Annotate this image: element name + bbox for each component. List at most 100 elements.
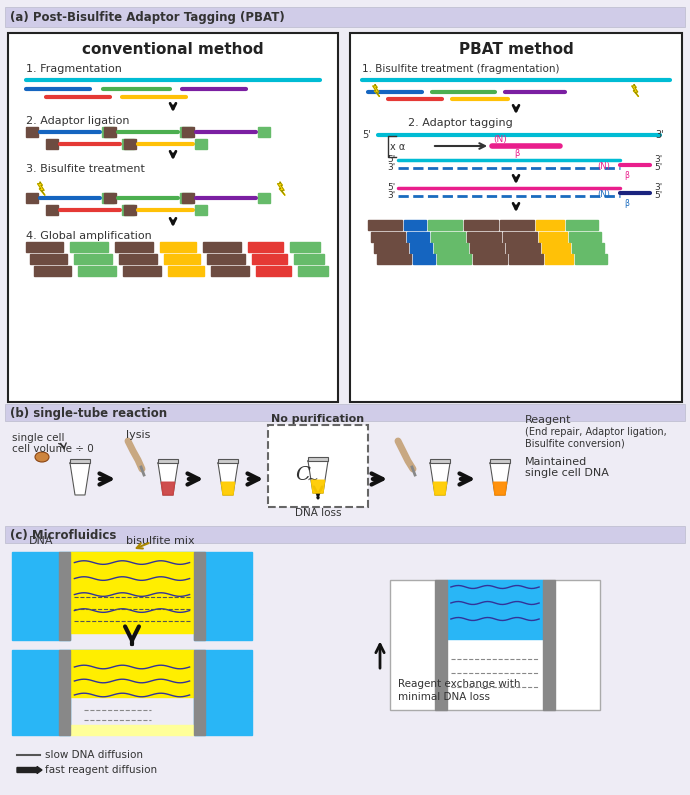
Text: (N): (N): [597, 189, 610, 199]
Bar: [407, 232, 429, 242]
Text: 5': 5': [388, 156, 396, 165]
Bar: [539, 232, 567, 242]
Bar: [566, 220, 598, 230]
Bar: [268, 425, 368, 507]
Polygon shape: [158, 463, 178, 495]
Bar: [182, 127, 194, 137]
Bar: [195, 594, 252, 640]
Polygon shape: [430, 463, 450, 495]
Bar: [430, 460, 450, 463]
Bar: [180, 127, 192, 137]
Bar: [542, 243, 570, 253]
Bar: [503, 232, 537, 242]
Text: 5': 5': [654, 164, 662, 173]
Bar: [70, 650, 195, 696]
Polygon shape: [433, 483, 446, 495]
Bar: [5, 404, 685, 421]
Bar: [59, 650, 70, 735]
Text: C: C: [295, 466, 310, 484]
Bar: [8, 33, 338, 402]
Bar: [350, 33, 682, 402]
Bar: [569, 232, 601, 242]
Bar: [467, 232, 501, 242]
Bar: [102, 193, 114, 203]
Bar: [575, 254, 607, 264]
Bar: [258, 193, 270, 203]
Bar: [290, 242, 320, 252]
Bar: [437, 254, 471, 264]
Bar: [252, 254, 287, 264]
Bar: [5, 7, 685, 27]
Bar: [124, 205, 136, 215]
Bar: [168, 266, 204, 276]
Text: 3. Bisulfite treatment: 3. Bisulfite treatment: [26, 164, 145, 174]
Text: Bisulfite conversion): Bisulfite conversion): [525, 438, 624, 448]
Bar: [26, 193, 38, 203]
Text: fast reagent diffusion: fast reagent diffusion: [45, 765, 157, 775]
Bar: [123, 266, 161, 276]
Bar: [115, 242, 153, 252]
Bar: [404, 220, 426, 230]
Polygon shape: [493, 483, 506, 495]
Text: 3': 3': [388, 192, 396, 200]
Bar: [160, 242, 196, 252]
Bar: [207, 254, 245, 264]
Text: (N): (N): [493, 135, 506, 144]
Bar: [298, 266, 328, 276]
Text: single cell: single cell: [12, 433, 64, 443]
Bar: [413, 254, 435, 264]
Bar: [428, 220, 462, 230]
Bar: [500, 220, 534, 230]
Bar: [473, 254, 507, 264]
Text: (N): (N): [597, 161, 610, 170]
Bar: [256, 266, 291, 276]
Text: 3': 3': [656, 130, 664, 140]
Bar: [506, 243, 540, 253]
Bar: [70, 460, 90, 463]
Bar: [59, 552, 70, 640]
Polygon shape: [221, 483, 235, 495]
Bar: [545, 254, 573, 264]
Bar: [248, 242, 283, 252]
Bar: [119, 254, 157, 264]
Bar: [390, 580, 600, 710]
Polygon shape: [37, 182, 45, 196]
Text: 2. Adaptor tagging: 2. Adaptor tagging: [408, 118, 513, 128]
Bar: [34, 266, 71, 276]
Bar: [374, 243, 408, 253]
Text: 2. Adaptor ligation: 2. Adaptor ligation: [26, 116, 130, 126]
Bar: [218, 460, 238, 463]
Text: β: β: [514, 149, 520, 158]
Bar: [122, 139, 134, 149]
Text: β: β: [624, 199, 629, 208]
Bar: [124, 139, 136, 149]
Bar: [377, 254, 411, 264]
Polygon shape: [308, 461, 328, 493]
Bar: [211, 266, 249, 276]
Text: lysis: lysis: [126, 430, 150, 440]
Bar: [195, 552, 206, 640]
Bar: [410, 243, 432, 253]
Bar: [294, 254, 324, 264]
Bar: [446, 580, 543, 638]
Bar: [70, 552, 195, 633]
Text: bisulfite mix: bisulfite mix: [126, 536, 195, 546]
Bar: [464, 220, 498, 230]
Polygon shape: [311, 480, 325, 493]
Ellipse shape: [35, 452, 49, 462]
Bar: [435, 580, 446, 710]
Text: ~: ~: [306, 473, 317, 487]
Bar: [122, 205, 134, 215]
Text: cell volume ÷ 0: cell volume ÷ 0: [12, 444, 94, 454]
Bar: [195, 205, 207, 215]
Bar: [195, 691, 252, 735]
FancyArrow shape: [17, 766, 42, 774]
Text: 4. Global amplification: 4. Global amplification: [26, 231, 152, 241]
Bar: [572, 243, 604, 253]
Bar: [368, 220, 402, 230]
Bar: [543, 580, 555, 710]
Text: 5': 5': [654, 192, 662, 200]
Bar: [26, 242, 63, 252]
Polygon shape: [70, 463, 90, 495]
Text: Maintained: Maintained: [525, 457, 587, 467]
